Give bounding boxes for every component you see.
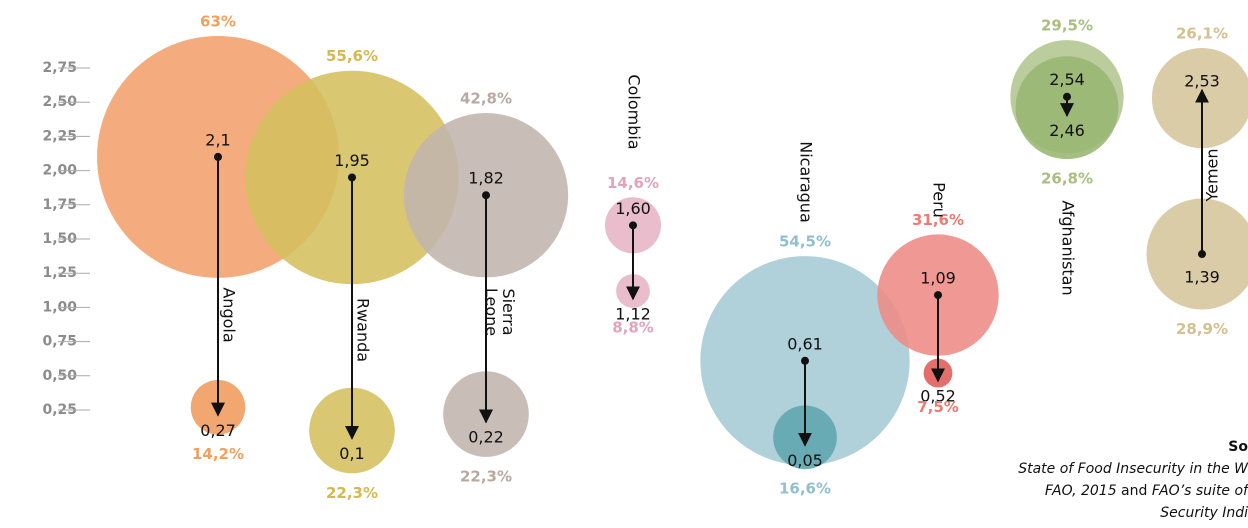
source-line: State of Food Insecurity in the W [1018, 461, 1248, 477]
size-label: 29,5% [1041, 17, 1093, 35]
start-dot [214, 152, 222, 161]
value-label: 1,82 [468, 169, 504, 188]
source-part: FAO, 2015 [1045, 483, 1117, 499]
country-label: Peru [930, 182, 949, 218]
size-label: 26,8% [1041, 170, 1093, 188]
value-label: 0,27 [200, 421, 236, 440]
country-label: Angola [220, 287, 239, 342]
arrows: 2,1 63% 0,27 14,2% Angola 1,95 55,6% 0,1 22,3% Rw… [192, 12, 1228, 501]
country-label: Yemen [1203, 148, 1222, 202]
value-label: 1,60 [615, 199, 651, 218]
start-dot [1063, 92, 1071, 101]
size-label: 14,6% [607, 174, 659, 192]
value-label: 0,05 [787, 451, 823, 470]
value-label: 1,12 [615, 304, 651, 323]
start-dot [1198, 250, 1206, 259]
source-line: FAO, 2015 and FAO’s suite of [1045, 483, 1248, 499]
start-dot [801, 356, 809, 365]
value-label: 0,22 [468, 428, 504, 447]
start-dot [629, 221, 637, 230]
country-label: SierraLeone [483, 288, 519, 336]
size-label: 63% [200, 12, 236, 30]
value-label: 2,54 [1049, 70, 1085, 89]
value-label: 2,53 [1184, 72, 1220, 91]
size-label: 28,9% [1176, 320, 1228, 338]
source-heading: So [1228, 439, 1248, 455]
value-label: 2,1 [205, 130, 230, 149]
start-dot [348, 173, 356, 182]
source: So State of Food Insecurity in the W FAO… [1018, 439, 1248, 521]
country-label: Colombia [625, 74, 644, 149]
country-label-line: Sierra [500, 288, 519, 335]
size-label: 22,3% [326, 484, 378, 502]
size-label: 42,8% [460, 90, 512, 108]
country-label: Afghanistan [1059, 200, 1078, 295]
value-label: 1,09 [920, 269, 956, 288]
country-label: Nicaragua [797, 141, 816, 223]
bubble [1146, 198, 1248, 310]
value-label: 0,61 [787, 334, 823, 353]
start-dot [934, 291, 942, 300]
size-label: 14,2% [192, 445, 244, 463]
size-label: 54,5% [779, 233, 831, 251]
value-label: 1,95 [334, 151, 370, 170]
value-label: 2,46 [1049, 121, 1085, 140]
source-part: FAO’s suite of [1152, 483, 1248, 499]
bubble [1151, 47, 1248, 149]
source-line: Security Indi [1160, 505, 1248, 521]
country-label-line: Leone [483, 288, 502, 336]
country-label: Rwanda [354, 298, 373, 362]
plot: 0,250,500,751,001,251,501,752,002,252,50… [42, 12, 1248, 502]
source-part: and [1117, 483, 1152, 499]
value-label: 1,39 [1184, 268, 1220, 287]
value-label: 0,52 [920, 387, 956, 406]
start-dot [482, 191, 490, 200]
size-label: 22,3% [460, 467, 512, 485]
size-label: 55,6% [326, 47, 378, 65]
size-label: 7,5% [917, 398, 959, 416]
size-label: 31,6% [912, 211, 964, 229]
value-label: 0,1 [339, 444, 364, 463]
size-label: 16,6% [779, 480, 831, 498]
size-label: 26,1% [1176, 24, 1228, 42]
size-label: 8,8% [612, 318, 654, 336]
